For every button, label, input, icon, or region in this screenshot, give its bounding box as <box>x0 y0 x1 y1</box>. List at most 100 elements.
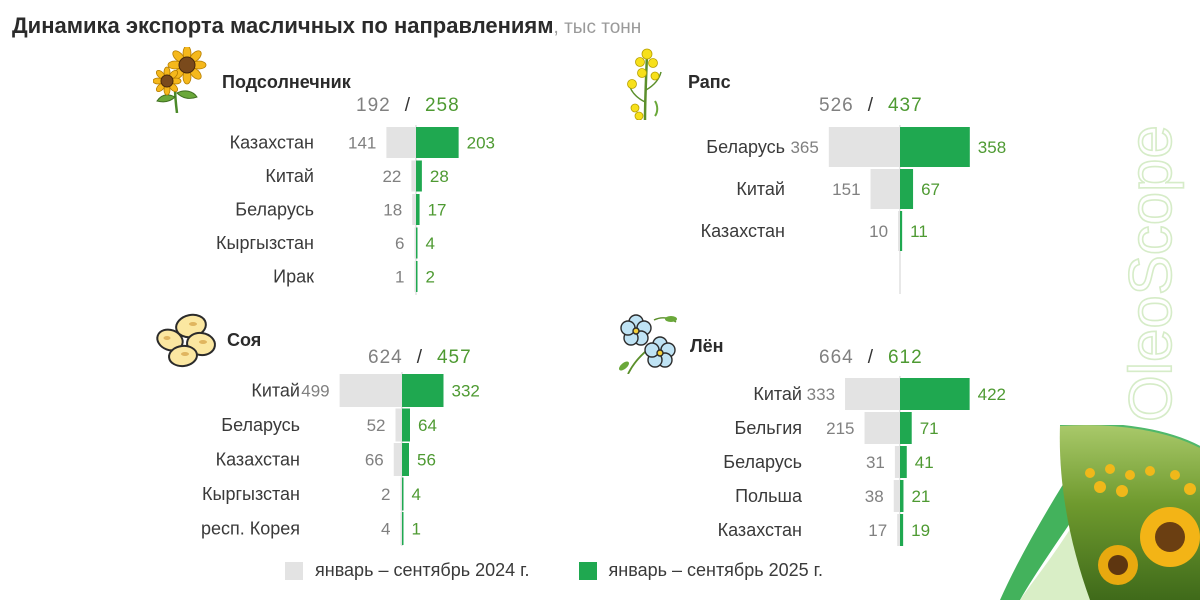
bar-2025 <box>900 412 912 444</box>
value-label-2025: 56 <box>417 451 436 470</box>
bar-2024 <box>898 211 900 251</box>
category-label: Казахстан <box>701 221 785 241</box>
bar-2025 <box>402 408 410 442</box>
category-label: Польша <box>735 486 803 506</box>
value-label-2024: 333 <box>807 385 835 404</box>
value-label-2024: 4 <box>381 520 390 539</box>
bar-2025 <box>402 512 404 545</box>
bar-2024 <box>400 512 402 545</box>
value-label-2024: 31 <box>866 453 885 472</box>
sunflower-icon <box>153 47 207 113</box>
total-2024: 664 <box>819 347 854 368</box>
value-label-2024: 18 <box>383 201 402 220</box>
value-label-2025: 4 <box>426 234 435 253</box>
category-label: Ирак <box>273 267 314 287</box>
value-label-2024: 215 <box>826 419 854 438</box>
total-2024: 526 <box>819 95 854 116</box>
total-2025: 437 <box>887 95 923 116</box>
bar-2025 <box>900 378 970 410</box>
category-label: Китай <box>251 381 300 401</box>
sunflower-field-image <box>1000 425 1200 600</box>
bar-2024 <box>339 374 402 407</box>
category-label: респ. Корея <box>201 519 300 539</box>
bar-2024 <box>870 169 900 209</box>
total-sunflower: 192 / 258 <box>356 95 460 117</box>
panel-title-sunflower: Подсолнечник <box>222 72 351 92</box>
category-label: Беларусь <box>723 452 802 472</box>
category-label: Казахстан <box>230 133 314 153</box>
value-label-2025: 2 <box>426 268 435 287</box>
bar-2024 <box>386 127 416 158</box>
rapeseed-icon <box>627 48 662 120</box>
total-flax: 664 / 612 <box>819 347 923 369</box>
bar-2025 <box>900 127 970 167</box>
bar-2025 <box>900 446 907 478</box>
total-2025: 258 <box>424 95 460 116</box>
value-label-2024: 22 <box>382 167 401 186</box>
total-soy: 624 / 457 <box>368 347 472 369</box>
total-separator: / <box>867 95 874 116</box>
value-label-2025: 64 <box>418 416 437 435</box>
title-unit: , тыс тонн <box>553 17 642 38</box>
legend-item-2025: январь – сентябрь 2025 г. <box>578 560 824 581</box>
bar-2024 <box>393 443 402 476</box>
bar-2025 <box>900 169 914 209</box>
bar-2025 <box>416 194 420 225</box>
bar-2025 <box>900 514 904 546</box>
category-label: Беларусь <box>706 137 785 157</box>
value-label-2025: 21 <box>911 487 930 506</box>
category-label: Беларусь <box>235 200 314 220</box>
bar-2024 <box>414 227 416 259</box>
panel-title-rapeseed: Рапс <box>688 72 731 92</box>
panel-title-soy: Соя <box>227 330 262 350</box>
brand-logo: OleoScope <box>1116 124 1185 422</box>
value-label-2024: 499 <box>301 382 329 401</box>
bar-2024 <box>395 408 402 442</box>
bar-2025 <box>900 480 904 512</box>
panel-title-flax: Лён <box>690 336 724 356</box>
bar-2024 <box>400 477 402 511</box>
total-rapeseed: 526 / 437 <box>819 95 923 117</box>
category-label: Казахстан <box>216 450 300 470</box>
total-2025: 457 <box>436 347 472 368</box>
flax-flower-icon <box>619 314 677 374</box>
bar-2025 <box>402 477 404 511</box>
value-label-2025: 4 <box>412 485 421 504</box>
category-label: Казахстан <box>718 520 802 540</box>
legend-label-2024: январь – сентябрь 2024 г. <box>315 560 530 580</box>
value-label-2025: 358 <box>978 138 1006 157</box>
total-2025: 612 <box>887 347 923 368</box>
bar-2024 <box>894 446 900 478</box>
bar-2025 <box>416 127 459 158</box>
title-main: Динамика экспорта масличных по направлен… <box>12 13 554 38</box>
value-label-2024: 141 <box>348 134 376 153</box>
value-label-2024: 2 <box>381 485 390 504</box>
value-label-2024: 10 <box>869 222 888 241</box>
page-title: Динамика экспорта масличных по направлен… <box>12 13 641 39</box>
legend-label-2025: январь – сентябрь 2025 г. <box>608 560 824 580</box>
bar-2025 <box>416 261 418 292</box>
category-label: Кыргызстан <box>202 484 300 504</box>
category-label: Бельгия <box>735 418 802 438</box>
total-2024: 624 <box>368 347 403 368</box>
value-label-2024: 38 <box>865 487 884 506</box>
value-label-2025: 1 <box>412 520 421 539</box>
bar-2024 <box>411 160 416 192</box>
category-label: Китай <box>753 384 802 404</box>
value-label-2025: 19 <box>911 521 930 540</box>
brand-text: OleoScope <box>1117 125 1184 422</box>
value-label-2025: 203 <box>467 134 495 153</box>
bar-2025 <box>416 160 422 192</box>
bar-2024 <box>828 127 900 167</box>
value-label-2024: 1 <box>395 268 404 287</box>
total-separator: / <box>867 347 874 368</box>
bar-2025 <box>402 374 444 407</box>
category-label: Кыргызстан <box>216 233 314 253</box>
bar-2024 <box>897 514 900 546</box>
bar-2024 <box>893 480 900 512</box>
bar-2024 <box>845 378 900 410</box>
value-label-2024: 17 <box>868 521 887 540</box>
